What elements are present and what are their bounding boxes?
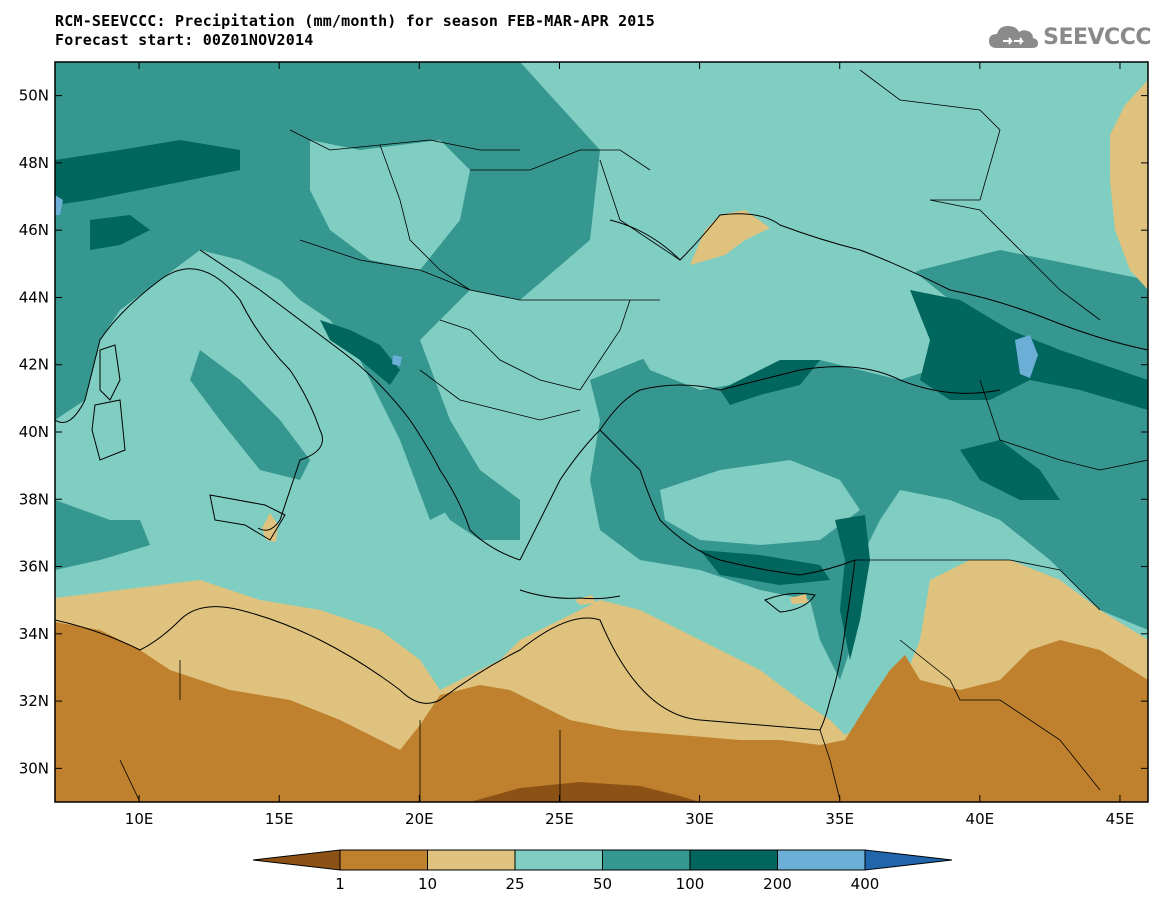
color-scale-legend: 1 10 25 50 100 200 400	[252, 849, 953, 893]
legend-color-box	[602, 849, 691, 871]
lon-tick-label: 30E	[685, 810, 714, 828]
precip-zone-east-turkey	[960, 440, 1060, 500]
precip-zone-balkans-south	[420, 430, 520, 540]
precip-zone-italy-coast	[190, 350, 310, 480]
legend-threshold-label: 50	[593, 875, 612, 893]
precip-zone-alps-core	[55, 140, 240, 205]
precip-zone-cyprus-dry	[790, 594, 808, 604]
legend-threshold-label: 100	[676, 875, 705, 893]
map-title: RCM-SEEVCCC: Precipitation (mm/month) fo…	[55, 12, 655, 50]
seevccc-logo: SEEVCCC	[987, 22, 1151, 52]
lat-tick-label: 42N	[19, 356, 49, 374]
longitude-axis: 10E 15E 20E 25E 30E 35E 40E 45E	[125, 62, 1134, 828]
precip-zone-sahara	[55, 622, 1148, 802]
coastlines	[55, 213, 1148, 731]
precip-zone-dinaric	[320, 320, 400, 385]
legend-threshold-label: 400	[851, 875, 880, 893]
lat-tick-label: 34N	[19, 625, 49, 643]
lat-tick-label: 48N	[19, 154, 49, 172]
country-borders	[119, 69, 1148, 802]
lat-tick-label: 46N	[19, 221, 49, 239]
logo-text: SEEVCCC	[1043, 24, 1151, 50]
precip-zone-central-anatolia	[660, 460, 860, 545]
title-line-1: RCM-SEEVCCC: Precipitation (mm/month) fo…	[55, 12, 655, 30]
precip-zone-taurus	[700, 550, 830, 585]
precip-zone-sicily-dry	[262, 513, 278, 542]
precip-zone-po	[90, 215, 150, 250]
lat-tick-label: 38N	[19, 490, 49, 508]
legend-color-box	[427, 849, 516, 871]
lat-tick-label: 44N	[19, 288, 49, 306]
precip-zone-west	[55, 500, 150, 570]
lon-tick-label: 25E	[545, 810, 574, 828]
lon-tick-label: 20E	[405, 810, 434, 828]
lat-tick-label: 50N	[19, 87, 49, 105]
lon-tick-label: 40E	[966, 810, 995, 828]
precip-zone-georgia-peak	[1015, 335, 1038, 378]
lon-tick-label: 15E	[265, 810, 294, 828]
lat-tick-label: 36N	[19, 558, 49, 576]
legend-threshold-label: 200	[763, 875, 792, 893]
lon-tick-label: 10E	[125, 810, 154, 828]
precip-zone-central-plain	[310, 140, 470, 270]
legend-threshold-label: 1	[335, 875, 345, 893]
precip-zone-montenegro-peak	[392, 355, 402, 366]
precipitation-fields	[55, 62, 1148, 802]
title-line-2: Forecast start: 00Z01NOV2014	[55, 31, 314, 49]
legend-color-box	[777, 849, 866, 871]
precip-zone-crete-dry	[575, 595, 596, 605]
precip-zone-caspian-dry	[1110, 80, 1148, 290]
legend-color-box	[689, 849, 778, 871]
legend-max-triangle	[864, 849, 953, 871]
lat-tick-label: 30N	[19, 759, 49, 777]
lon-tick-label: 45E	[1106, 810, 1135, 828]
latitude-axis: 50N 48N 46N 44N 42N 40N 38N 36N 34N 32N 30N	[19, 87, 1148, 777]
legend-color-box	[339, 849, 428, 871]
lat-tick-label: 40N	[19, 423, 49, 441]
legend-color-box	[514, 849, 603, 871]
legend-threshold-label: 25	[505, 875, 524, 893]
lon-tick-label: 35E	[825, 810, 854, 828]
precip-zone-alps-peak	[55, 195, 63, 215]
legend-threshold-label: 10	[418, 875, 437, 893]
legend-min-triangle	[252, 849, 341, 871]
lat-tick-label: 32N	[19, 692, 49, 710]
precip-zone-deep-sahara	[470, 782, 700, 802]
precip-zone-levant	[835, 515, 870, 660]
precip-zone-crimea-dry	[690, 210, 770, 265]
cloud-icon	[989, 26, 1039, 48]
